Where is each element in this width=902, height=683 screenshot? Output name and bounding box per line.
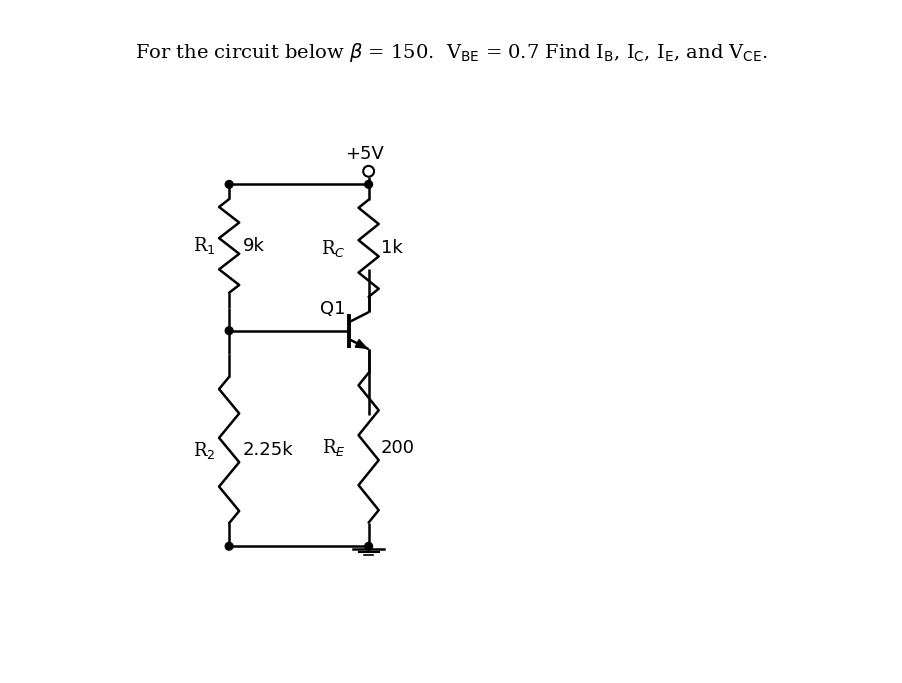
Text: +5V: +5V (345, 145, 383, 163)
Circle shape (225, 327, 233, 335)
Text: 200: 200 (381, 438, 415, 457)
Text: 1k: 1k (381, 239, 402, 257)
Circle shape (364, 180, 373, 189)
Text: For the circuit below $\beta$ = 150.  V$_\mathrm{BE}$ = 0.7 Find I$_\mathrm{B}$,: For the circuit below $\beta$ = 150. V$_… (134, 41, 768, 64)
Circle shape (225, 542, 233, 550)
Text: R$_E$: R$_E$ (321, 437, 345, 458)
Circle shape (364, 542, 373, 550)
Text: R$_C$: R$_C$ (320, 238, 345, 259)
Circle shape (225, 180, 233, 189)
Polygon shape (354, 339, 366, 348)
Text: Q1: Q1 (319, 301, 345, 318)
Text: R$_1$: R$_1$ (192, 236, 215, 257)
Text: 2.25k: 2.25k (243, 441, 293, 459)
Text: 9k: 9k (243, 237, 264, 255)
Text: R$_2$: R$_2$ (192, 440, 215, 460)
